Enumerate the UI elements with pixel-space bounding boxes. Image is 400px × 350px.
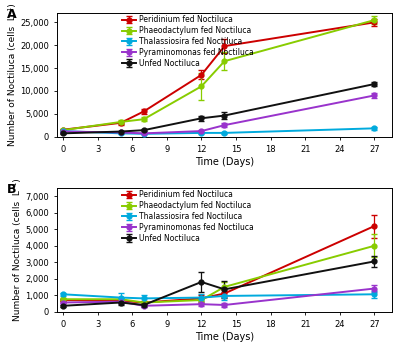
Legend: Peridinium fed Noctiluca, Phaeodactylum fed Noctiluca, Thalassiosira fed Noctilu: Peridinium fed Noctiluca, Phaeodactylum … — [121, 15, 254, 69]
Text: A: A — [7, 8, 17, 21]
X-axis label: Time (Days): Time (Days) — [195, 332, 254, 342]
X-axis label: Time (Days): Time (Days) — [195, 157, 254, 167]
Text: B: B — [7, 183, 17, 196]
Legend: Peridinium fed Noctiluca, Phaeodactylum fed Noctiluca, Thalassiosira fed Noctilu: Peridinium fed Noctiluca, Phaeodactylum … — [121, 190, 254, 244]
Y-axis label: Number of Noctiluca (cells  L⁻¹): Number of Noctiluca (cells L⁻¹) — [8, 4, 17, 146]
Y-axis label: Number of Noctiluca (cells  L⁻¹): Number of Noctiluca (cells L⁻¹) — [14, 178, 22, 321]
